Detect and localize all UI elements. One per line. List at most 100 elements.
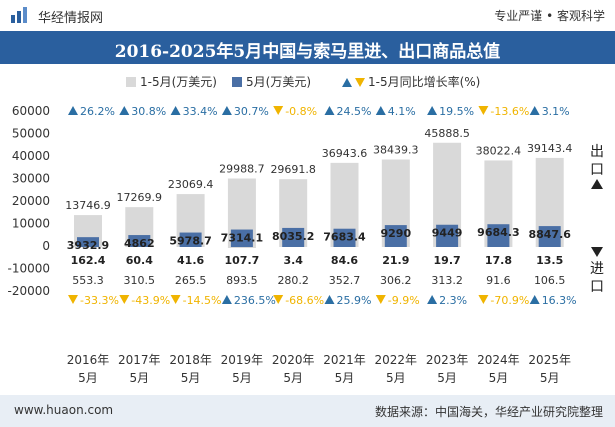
export-month-bar (77, 237, 99, 246)
side-label-export-2: 口 (590, 162, 604, 178)
export-cumulative-label: 36943.6 (322, 147, 368, 160)
export-month-label: 4862 (124, 237, 155, 250)
side-label-export-1: 出 (590, 144, 604, 160)
import-cumulative-label: 553.3 (72, 274, 104, 287)
footer: www.huaon.com 数据来源：中国海关，华经产业研究院整理 (0, 395, 615, 427)
import-month-label: 19.7 (434, 254, 461, 267)
export-month-bar (230, 229, 253, 246)
down-triangle-icon (273, 106, 284, 115)
export-cumulative-label: 17269.9 (117, 191, 163, 204)
export-month-label: 3932.9 (67, 239, 109, 252)
legend-down-triangle-icon (355, 78, 365, 87)
y-tick-label: 40000 (12, 149, 50, 163)
x-tick-label-year: 2019年 (221, 353, 264, 367)
import-month-label: 41.6 (177, 254, 204, 267)
import-cumulative-label: 280.2 (277, 274, 309, 287)
import-growth-label: -43.9% (131, 294, 170, 307)
import-growth-label: 2.3% (439, 294, 467, 307)
import-cumulative-label: 91.6 (486, 274, 511, 287)
import-cumulative-label: 306.2 (380, 274, 412, 287)
export-growth-label: 24.5% (337, 105, 372, 118)
import-month-label: 3.4 (283, 254, 303, 267)
import-cumulative-label: 310.5 (124, 274, 156, 287)
x-tick-label-year: 2022年 (375, 353, 418, 367)
up-triangle-icon (427, 295, 438, 304)
export-cumulative-label: 38439.3 (373, 144, 419, 157)
brand-name: 华经情报网 (38, 11, 104, 26)
export-growth-label: 4.1% (388, 105, 416, 118)
x-tick-label-month: 5月 (78, 371, 98, 385)
import-growth-label: -70.9% (490, 294, 529, 307)
up-triangle-icon (170, 106, 181, 115)
down-triangle-icon (119, 295, 130, 304)
export-month-bar (282, 227, 305, 246)
chart-title: 2016-2025年5月中国与索马里进、出口商品总值 (114, 42, 501, 62)
export-cumulative-label: 38022.4 (476, 144, 522, 157)
top-bar: 华经情报网 专业严谨 • 客观科学 (0, 0, 615, 30)
export-month-label: 7683.4 (323, 231, 366, 244)
y-tick-label: 20000 (12, 194, 50, 208)
export-growth-label: -13.6% (490, 105, 529, 118)
bars (74, 142, 564, 249)
x-axis-labels: 2016年 5月 2017年 5月 2018年 5月 2019年 5月 2020年 5月 2021年… (67, 353, 571, 385)
export-cumulative-label: 29691.8 (270, 163, 316, 176)
export-growth-label: 30.8% (131, 105, 166, 118)
x-tick-label-month: 5月 (437, 371, 457, 385)
export-month-bar (487, 224, 510, 246)
import-arrow-icon (591, 247, 603, 257)
import-growth-label: 236.5% (234, 294, 276, 307)
import-month-label: 84.6 (331, 254, 358, 267)
import-cumulative-label: 352.7 (329, 274, 361, 287)
y-tick-label: 30000 (12, 172, 50, 186)
export-growth-label: -0.8% (285, 105, 317, 118)
import-month-label: 13.5 (536, 254, 563, 267)
up-triangle-icon (119, 106, 130, 115)
import-month-bar (179, 246, 202, 247)
import-month-label: 162.4 (71, 254, 106, 267)
import-growth-label: 25.9% (337, 294, 372, 307)
legend-up-triangle-icon (342, 78, 352, 87)
legend-swatch-cumulative (126, 77, 136, 87)
export-cumulative-label: 39143.4 (527, 142, 573, 155)
x-tick-label-month: 5月 (232, 371, 252, 385)
x-tick-label-month: 5月 (181, 371, 201, 385)
export-growth-label: 30.7% (234, 105, 269, 118)
import-cumulative-label: 265.5 (175, 274, 207, 287)
up-triangle-icon (68, 106, 78, 115)
export-month-label: 8847.6 (528, 228, 571, 241)
import-month-bar (333, 246, 356, 247)
x-tick-label-month: 5月 (386, 371, 406, 385)
y-tick-label: -10000 (7, 262, 50, 276)
down-triangle-icon (273, 295, 284, 304)
up-triangle-icon (529, 106, 540, 115)
import-cumulative-label: 106.5 (534, 274, 566, 287)
y-tick-label: 10000 (12, 217, 50, 231)
x-tick-label-month: 5月 (283, 371, 303, 385)
import-month-bar (77, 246, 99, 247)
up-triangle-icon (221, 295, 232, 304)
import-month-label: 17.8 (485, 254, 512, 267)
export-month-bar (333, 228, 356, 246)
down-triangle-icon (375, 295, 386, 304)
legend-label-month: 5月(万美元) (246, 75, 311, 89)
x-tick-label-year: 2020年 (272, 353, 315, 367)
legend-label-cumulative: 1-5月(万美元) (140, 75, 217, 89)
x-tick-label-month: 5月 (489, 371, 509, 385)
export-cumulative-label: 23069.4 (168, 178, 214, 191)
data-labels: 13746.9 3932.9 26.2% 162.4 553.3 -33.3% 17269.… (65, 105, 576, 307)
import-month-bar (230, 246, 253, 247)
tagline: 专业严谨 • 客观科学 (494, 9, 605, 23)
export-month-bar (436, 224, 459, 246)
x-tick-label-year: 2018年 (169, 353, 212, 367)
export-month-label: 9290 (380, 227, 411, 240)
export-month-label: 5978.7 (169, 235, 211, 248)
export-month-label: 9449 (432, 227, 463, 240)
x-tick-label-month: 5月 (540, 371, 560, 385)
down-triangle-icon (478, 106, 489, 115)
import-cumulative-label: 893.5 (226, 274, 258, 287)
export-growth-label: 26.2% (80, 105, 115, 118)
export-growth-label: 33.4% (183, 105, 218, 118)
up-triangle-icon (529, 295, 540, 304)
import-month-label: 107.7 (225, 254, 260, 267)
